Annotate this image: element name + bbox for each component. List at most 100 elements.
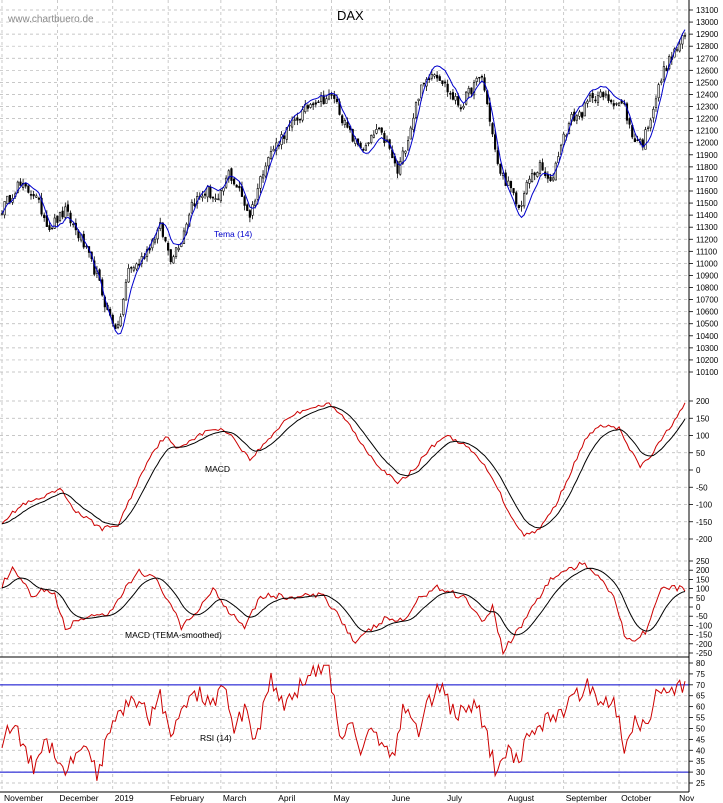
y-tick-label: 150	[696, 575, 710, 584]
candlestick	[625, 101, 629, 125]
candlestick	[654, 95, 658, 112]
candlestick	[214, 193, 217, 202]
candlestick	[675, 46, 679, 53]
chart-title: DAX	[337, 8, 364, 23]
candlestick	[370, 134, 373, 145]
candlestick	[269, 146, 273, 160]
candlestick	[649, 117, 652, 132]
y-tick-label: 200	[696, 397, 710, 406]
candlestick	[261, 170, 265, 183]
macd-tema-plot	[1, 561, 686, 656]
candlestick	[169, 249, 172, 265]
x-month-label: October	[621, 793, 651, 803]
y-tick-label: 12100	[696, 127, 719, 136]
candlestick	[525, 180, 528, 195]
y-tick-label: 150	[696, 414, 710, 423]
candlestick	[251, 201, 254, 220]
candlestick	[32, 190, 35, 200]
candlestick	[496, 145, 499, 166]
candlestick	[132, 265, 135, 273]
candlestick	[615, 102, 618, 107]
candlestick	[612, 99, 615, 110]
y-tick-label: 11900	[696, 151, 718, 160]
candlestick	[333, 90, 336, 104]
y-tick-label: 11100	[696, 247, 718, 256]
y-tick-label: 0	[696, 603, 701, 612]
candlestick	[58, 211, 62, 223]
y-tick-label: -150	[696, 631, 713, 640]
y-tick-label: 13100	[696, 6, 719, 15]
candlestick	[581, 111, 584, 121]
candlestick	[602, 91, 605, 101]
candlestick	[436, 71, 439, 82]
y-tick-label: 100	[696, 432, 710, 441]
candlestick	[610, 98, 613, 105]
x-month-label: March	[223, 793, 247, 803]
x-month-label: December	[59, 793, 98, 803]
macd-tema-line	[1, 561, 686, 656]
y-tick-label: 50	[696, 724, 705, 733]
x-month-label: June	[392, 793, 411, 803]
candlestick	[520, 200, 523, 212]
x-axis-months: November December 2019 February March April Ma…	[4, 793, 695, 803]
macd-line	[1, 402, 686, 537]
y-tick-label: 12200	[696, 115, 719, 124]
candlestick	[167, 241, 170, 256]
y-tick-label: 12500	[696, 78, 719, 87]
candlestick	[594, 95, 597, 104]
candlestick	[56, 215, 59, 227]
candlestick	[438, 74, 441, 81]
candlestick	[433, 73, 436, 79]
candlestick	[243, 195, 246, 211]
candlestick	[322, 90, 325, 105]
y-tick-label: -200	[696, 640, 713, 649]
candlestick	[203, 191, 207, 199]
candlestick	[116, 320, 120, 330]
x-month-label: September	[566, 793, 608, 803]
candlestick	[380, 127, 383, 135]
y-tick-label: -100	[696, 621, 713, 630]
candlestick	[459, 104, 462, 112]
candlestick	[494, 129, 497, 153]
candlestick	[124, 278, 128, 301]
candlestick	[43, 212, 46, 222]
candlestick	[646, 125, 650, 132]
y-tick-label: 200	[696, 566, 710, 575]
candlestick	[470, 87, 473, 97]
macd-tema-signal-line	[1, 567, 686, 636]
y-tick-label: 70	[696, 681, 705, 690]
y-tick-label: 12600	[696, 66, 719, 75]
candlestick	[51, 227, 54, 231]
y-tick-label: 100	[696, 585, 710, 594]
y-tick-label: 11200	[696, 235, 718, 244]
y-tick-label: 12400	[696, 90, 719, 99]
candlestick	[375, 124, 378, 135]
y-tick-label: -250	[696, 649, 713, 658]
y-tick-label: 50	[696, 594, 705, 603]
candlestick	[35, 193, 38, 198]
rsi-label: RSI (14)	[200, 733, 232, 743]
candlestick	[135, 262, 138, 271]
candlestick	[478, 76, 481, 83]
y-tick-label: 12300	[696, 103, 719, 112]
candlestick	[536, 171, 539, 178]
candlestick	[683, 32, 687, 40]
candlestick	[443, 79, 447, 88]
candlestick	[248, 209, 251, 223]
y-tick-label: -50	[696, 483, 708, 492]
candlestick	[37, 196, 41, 204]
x-month-label: May	[334, 793, 351, 803]
candlestick	[48, 221, 51, 232]
candlestick	[404, 150, 407, 157]
y-tick-label: 10700	[696, 296, 719, 305]
y-tick-label: 25	[696, 779, 705, 788]
candlestick	[409, 125, 412, 140]
candlestick	[449, 90, 452, 100]
candlestick	[533, 171, 536, 181]
candlestick	[412, 113, 415, 133]
y-tick-label: 12900	[696, 30, 719, 39]
candlestick	[417, 98, 420, 106]
candlestick	[633, 133, 636, 143]
candlestick	[617, 101, 621, 107]
y-tick-label: 12700	[696, 54, 719, 63]
